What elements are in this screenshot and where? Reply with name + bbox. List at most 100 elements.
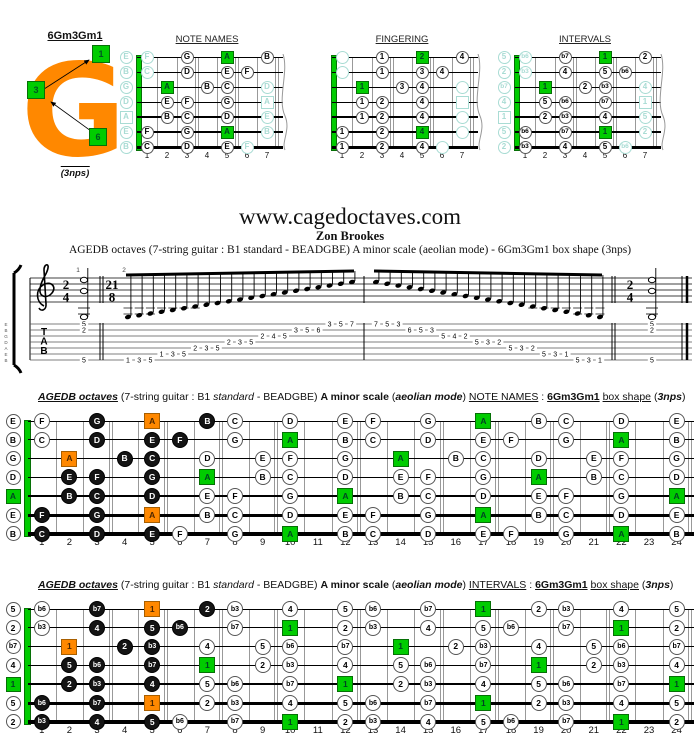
note-C: C [365, 431, 381, 448]
note-1: 1 [335, 125, 349, 139]
note-1: 1 [282, 713, 299, 730]
note-b6: b6 [171, 619, 188, 636]
note-G: G [227, 525, 243, 542]
tab-number-mask [394, 320, 403, 328]
note-b3: b3 [598, 80, 612, 94]
notehead [529, 304, 536, 309]
note-A: A [220, 50, 234, 64]
fret-number: 18 [505, 537, 517, 548]
open-note-B: B [119, 65, 133, 79]
note-F: F [503, 431, 519, 448]
nut [136, 55, 142, 151]
note-4: 4 [455, 50, 469, 64]
open-note-E: E [5, 413, 21, 429]
note-F: F [240, 65, 254, 79]
fret-number: 1 [522, 151, 528, 160]
note-D: D [420, 431, 437, 448]
note-b3: b3 [365, 713, 381, 730]
tab-number-mask [506, 344, 515, 352]
note-2: 2 [337, 619, 354, 636]
header-segment: A minor scale [320, 579, 389, 591]
open-note-E: E [119, 125, 133, 139]
note-2: 2 [375, 125, 389, 139]
header-segment: : [538, 391, 548, 403]
note-E: E [160, 95, 174, 109]
note-A: A [282, 431, 299, 448]
notehead [158, 309, 165, 315]
note-b6: b6 [613, 638, 630, 655]
note-F: F [89, 469, 105, 486]
notehead [203, 302, 210, 308]
note-C: C [220, 80, 234, 94]
tab-string-letter: E [4, 352, 7, 357]
tab-number-mask [191, 344, 200, 352]
note-b7: b7 [89, 601, 105, 617]
string-line [28, 420, 694, 422]
note-1: 1 [530, 657, 547, 674]
fret-number: 7 [264, 151, 270, 160]
header-segment: ( [651, 391, 658, 403]
note-5: 5 [598, 65, 612, 79]
note-5: 5 [475, 713, 492, 730]
note-4: 4 [598, 110, 612, 124]
note-2: 2 [254, 657, 271, 674]
fret-number: 24 [671, 725, 682, 736]
note-A: A [668, 488, 685, 505]
notehead [406, 284, 413, 290]
note-b3: b3 [613, 657, 630, 674]
fret-number: 2 [164, 151, 170, 160]
tab-string-letter: A [4, 346, 7, 351]
note-A: A [475, 507, 492, 523]
note-b6: b6 [227, 676, 243, 693]
note-5: 5 [668, 695, 685, 711]
note-1: 1 [355, 80, 369, 94]
notehead [304, 286, 311, 292]
fret-number: 21 [588, 537, 600, 548]
string-line [332, 116, 478, 118]
open-note-D: D [119, 95, 133, 109]
tab-fret-number: 3 [328, 321, 332, 328]
notehead [384, 281, 391, 287]
fretboard-note-names: AGEDB octaves (7-string guitar : B1 stan… [0, 391, 700, 556]
note-G: G [613, 488, 630, 505]
fret-number: 23 [643, 725, 655, 736]
note-5: 5 [337, 695, 354, 711]
tab-fret-number: 5 [82, 357, 86, 364]
note-b7: b7 [227, 713, 243, 730]
note-C: C [227, 507, 243, 523]
note-B: B [392, 488, 409, 505]
open-note-5: 5 [5, 695, 21, 711]
nut [24, 608, 31, 725]
logo-box-shape: 6Gm3Gm1 G 1 3 6 (3nps) [15, 30, 135, 185]
note-5: 5 [475, 619, 492, 636]
open-note-B: B [5, 526, 21, 542]
tab-fret-number: 3 [520, 345, 524, 352]
note-E: E [530, 488, 547, 505]
tab-number-mask [472, 338, 481, 346]
fret-number: 14 [395, 537, 406, 548]
tab-number-mask [483, 338, 493, 346]
note-D: D [475, 488, 492, 505]
note [335, 65, 349, 79]
note-4: 4 [558, 65, 572, 79]
open-note-1: 1 [5, 676, 21, 692]
note-4: 4 [530, 638, 547, 655]
header-segment: box shape [602, 391, 652, 403]
note-1: 1 [199, 657, 216, 674]
mini-torn-edge [281, 54, 288, 151]
logo-caption: (3nps) [60, 166, 90, 179]
note [435, 140, 449, 154]
torn-edge-icon [476, 54, 483, 151]
tab-number-mask [258, 332, 267, 340]
tab-fret-number: 3 [137, 357, 141, 364]
tab-number-mask [405, 326, 414, 334]
tab-fret-number: 3 [430, 327, 434, 334]
note-b7: b7 [558, 125, 572, 139]
note-C: C [144, 450, 161, 467]
notehead [292, 288, 300, 294]
open-note-b7: b7 [497, 80, 511, 94]
tab-number-mask [179, 350, 189, 358]
note-D: D [220, 110, 234, 124]
notehead [552, 307, 559, 313]
mini-title: FINGERING [375, 34, 429, 45]
